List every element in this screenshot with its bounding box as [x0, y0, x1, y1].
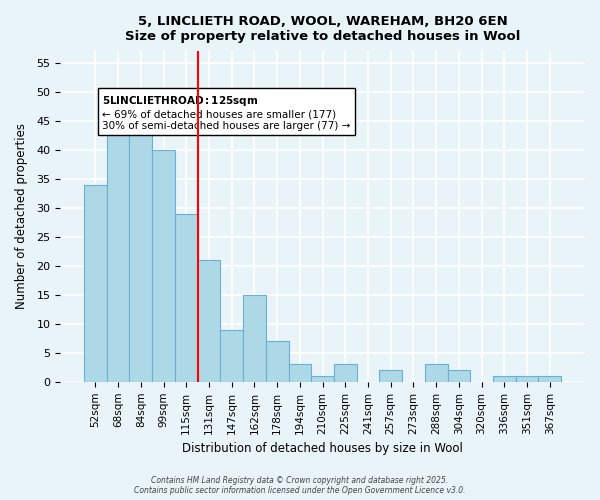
- Bar: [538, 376, 561, 382]
- Bar: [266, 341, 289, 382]
- X-axis label: Distribution of detached houses by size in Wool: Distribution of detached houses by size …: [182, 442, 463, 455]
- Bar: [493, 376, 516, 382]
- Y-axis label: Number of detached properties: Number of detached properties: [15, 124, 28, 310]
- Bar: [152, 150, 175, 382]
- Bar: [243, 295, 266, 382]
- Bar: [130, 132, 152, 382]
- Bar: [311, 376, 334, 382]
- Text: Contains HM Land Registry data © Crown copyright and database right 2025.
Contai: Contains HM Land Registry data © Crown c…: [134, 476, 466, 495]
- Bar: [379, 370, 402, 382]
- Bar: [197, 260, 220, 382]
- Bar: [334, 364, 356, 382]
- Bar: [425, 364, 448, 382]
- Bar: [175, 214, 197, 382]
- Bar: [289, 364, 311, 382]
- Bar: [448, 370, 470, 382]
- Bar: [84, 184, 107, 382]
- Bar: [220, 330, 243, 382]
- Title: 5, LINCLIETH ROAD, WOOL, WAREHAM, BH20 6EN
Size of property relative to detached: 5, LINCLIETH ROAD, WOOL, WAREHAM, BH20 6…: [125, 15, 520, 43]
- Bar: [516, 376, 538, 382]
- Text: $\bf{5 LINCLIETH ROAD: 125sqm}$
← 69% of detached houses are smaller (177)
30% o: $\bf{5 LINCLIETH ROAD: 125sqm}$ ← 69% of…: [102, 94, 350, 132]
- Bar: [107, 115, 130, 382]
